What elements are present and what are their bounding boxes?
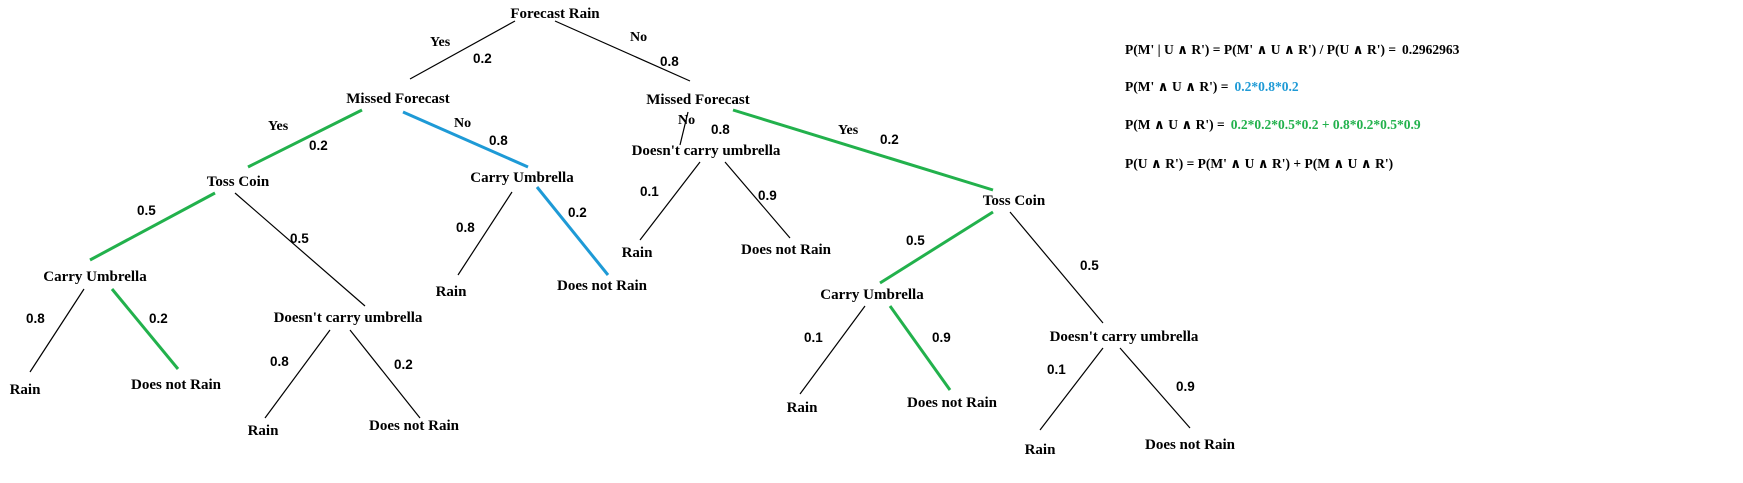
edge-label-prob: 0.8 xyxy=(456,220,475,235)
formula-missed-text: P(M ∧ U ∧ R') = xyxy=(1125,117,1225,132)
edge-label-prob: 0.8 xyxy=(270,354,289,369)
node-toss-coin-left: Toss Coin xyxy=(207,174,270,190)
edge-label-prob: 0.9 xyxy=(1176,379,1195,394)
node-dont-carry-top: Doesn't carry umbrella xyxy=(632,143,781,159)
edge-carry-right-rain xyxy=(799,305,866,395)
formula-conditional-value: 0.2962963 xyxy=(1402,42,1460,57)
leaf-does-not-rain: Does not Rain xyxy=(557,278,648,294)
leaf-does-not-rain: Does not Rain xyxy=(131,377,222,393)
edge-label-no: No xyxy=(454,116,471,131)
node-carry-umbrella-mid: Carry Umbrella xyxy=(470,170,574,186)
edge-carry-left-norain xyxy=(110,288,180,370)
edge-label-yes: Yes xyxy=(430,35,451,50)
edge-label-yes: Yes xyxy=(268,119,289,134)
node-forecast-rain: Forecast Rain xyxy=(510,6,600,22)
edge-missed-r-yes xyxy=(732,108,994,192)
edge-dont-top-rain xyxy=(639,161,701,241)
edge-label-prob: 0.2 xyxy=(880,132,899,147)
formula-missed-prime-text: P(M' ∧ U ∧ R') = xyxy=(1125,79,1229,94)
edge-missed-r-no xyxy=(679,111,689,146)
edge-label-prob: 0.8 xyxy=(711,122,730,137)
edge-toss-right-carry xyxy=(879,210,994,285)
leaf-rain: Rain xyxy=(436,284,468,300)
edge-label-prob: 0.8 xyxy=(26,311,45,326)
leaf-does-not-rain: Does not Rain xyxy=(741,242,832,258)
formula-missed-prime-value: 0.2*0.8*0.2 xyxy=(1234,79,1299,94)
leaf-does-not-rain: Does not Rain xyxy=(369,418,460,434)
node-missed-forecast-left: Missed Forecast xyxy=(346,91,449,107)
node-dont-carry-right: Doesn't carry umbrella xyxy=(1050,329,1199,345)
edge-missed-yes xyxy=(247,108,363,169)
edge-label-prob: 0.2 xyxy=(394,357,413,372)
edge-missed-no xyxy=(402,110,529,169)
edge-root-no xyxy=(554,20,691,82)
edge-dont-left-rain xyxy=(264,329,331,419)
edge-label-prob: 0.5 xyxy=(290,231,309,246)
edge-label-prob: 0.2 xyxy=(149,311,168,326)
tree-nodes: Forecast Rain Missed Forecast Missed For… xyxy=(10,6,1236,458)
leaf-rain: Rain xyxy=(787,400,819,416)
edge-label-prob: 0.2 xyxy=(568,205,587,220)
formula-conditional-text: P(M' | U ∧ R') = P(M' ∧ U ∧ R') / P(U ∧ … xyxy=(1125,42,1397,57)
leaf-rain: Rain xyxy=(1025,442,1057,458)
formula-missed-value: 0.2*0.2*0.5*0.2 + 0.8*0.2*0.5*0.9 xyxy=(1230,117,1421,132)
formula-total-text: P(U ∧ R') = P(M' ∧ U ∧ R') + P(M ∧ U ∧ R… xyxy=(1125,156,1394,171)
edge-toss-right-dont xyxy=(1009,211,1104,324)
edge-toss-left-dont xyxy=(234,192,366,307)
leaf-rain: Rain xyxy=(622,245,654,261)
leaf-rain: Rain xyxy=(248,423,280,439)
edge-label-no: No xyxy=(630,30,647,45)
node-toss-coin-right: Toss Coin xyxy=(983,193,1046,209)
edge-carry-mid-norain xyxy=(535,186,610,276)
edge-label-prob: 0.2 xyxy=(309,138,328,153)
edge-label-yes: Yes xyxy=(838,123,859,138)
node-carry-umbrella-left: Carry Umbrella xyxy=(43,269,147,285)
edge-dont-top-norain xyxy=(724,161,791,239)
edge-carry-left-rain xyxy=(29,288,85,373)
edge-label-prob: 0.2 xyxy=(473,51,492,66)
edge-label-prob: 0.5 xyxy=(137,203,156,218)
node-carry-umbrella-right: Carry Umbrella xyxy=(820,287,924,303)
edge-carry-right-norain xyxy=(888,305,952,391)
edge-label-prob: 0.9 xyxy=(932,330,951,345)
node-dont-carry-left: Doesn't carry umbrella xyxy=(274,310,423,326)
leaf-does-not-rain: Does not Rain xyxy=(907,395,998,411)
edge-carry-mid-rain xyxy=(457,191,513,276)
edge-dont-left-norain xyxy=(349,329,421,419)
edge-label-prob: 0.8 xyxy=(489,133,508,148)
edge-dont-right-norain xyxy=(1119,347,1191,429)
edge-label-prob: 0.5 xyxy=(1080,258,1099,273)
edge-label-prob: 0.8 xyxy=(660,54,679,69)
edge-labels: Yes 0.2 No 0.8 Yes 0.2 No 0.8 0.5 0.5 0.… xyxy=(26,30,1195,394)
edge-dont-right-rain xyxy=(1039,347,1104,431)
edge-label-prob: 0.1 xyxy=(640,184,659,199)
edge-label-no: No xyxy=(678,113,695,128)
leaf-does-not-rain: Does not Rain xyxy=(1145,437,1236,453)
leaf-rain: Rain xyxy=(10,382,42,398)
edge-root-yes xyxy=(409,20,516,80)
tree-edges xyxy=(29,20,1191,431)
formula-total: P(U ∧ R') = P(M' ∧ U ∧ R') + P(M ∧ U ∧ R… xyxy=(1125,156,1393,172)
formula-missed-prime: P(M' ∧ U ∧ R') = 0.2*0.8*0.2 xyxy=(1125,79,1299,95)
edge-label-prob: 0.5 xyxy=(906,233,925,248)
edge-label-prob: 0.1 xyxy=(1047,362,1066,377)
formula-missed: P(M ∧ U ∧ R') = 0.2*0.2*0.5*0.2 + 0.8*0.2… xyxy=(1125,117,1421,133)
node-missed-forecast-right: Missed Forecast xyxy=(646,92,749,108)
edge-label-prob: 0.9 xyxy=(758,188,777,203)
edge-toss-left-carry xyxy=(89,191,216,262)
formula-conditional: P(M' | U ∧ R') = P(M' ∧ U ∧ R') / P(U ∧ … xyxy=(1125,42,1459,58)
edge-label-prob: 0.1 xyxy=(804,330,823,345)
